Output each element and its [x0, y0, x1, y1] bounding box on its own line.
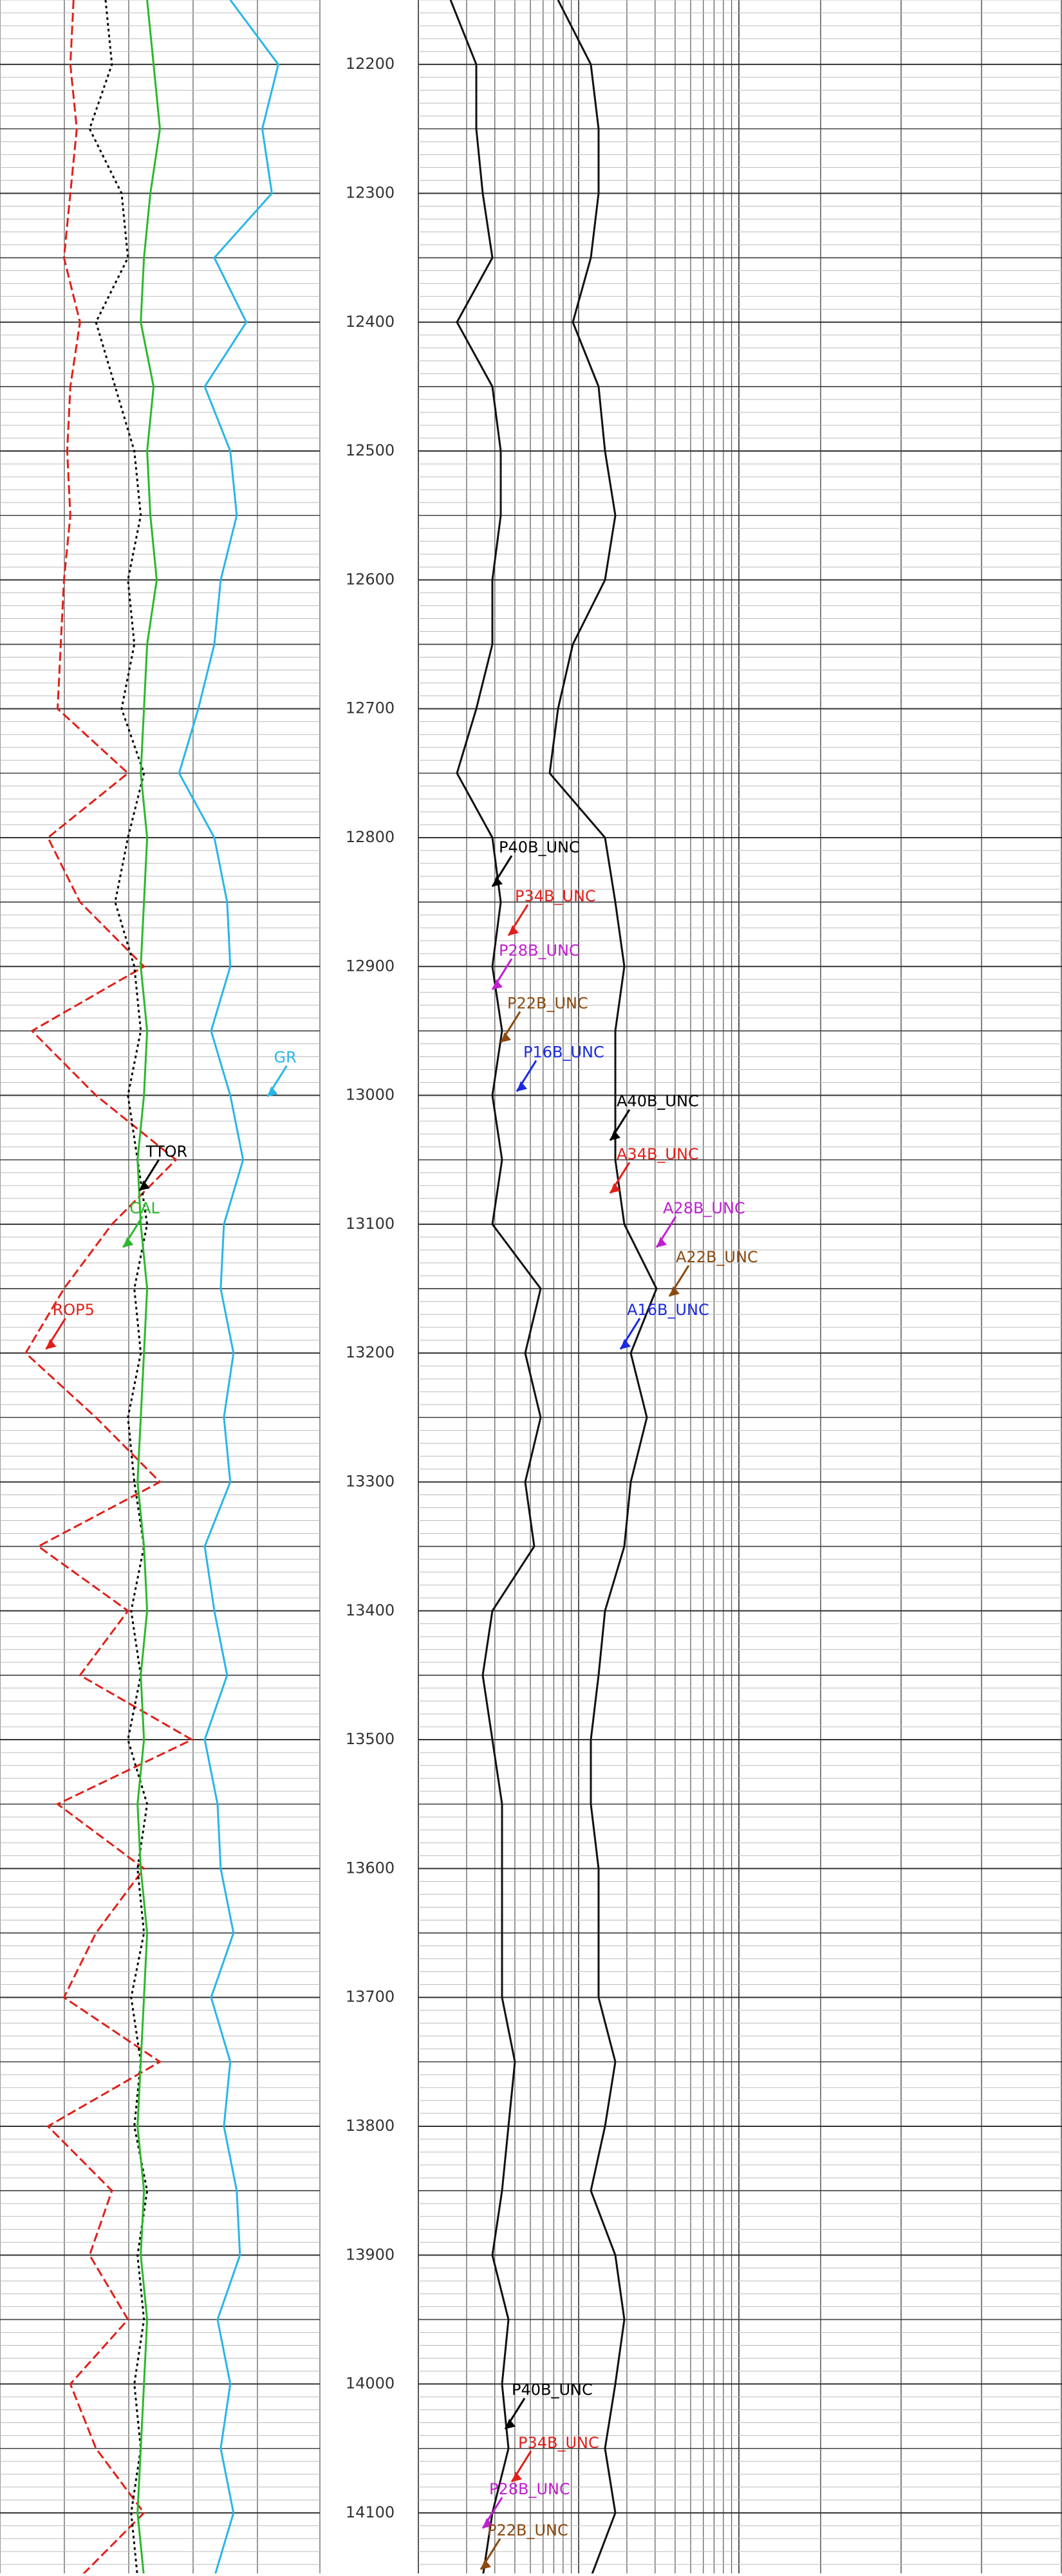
depth-label: 13400	[346, 1601, 395, 1619]
depth-label: 12200	[346, 55, 395, 73]
annotation-label: GR	[274, 1049, 296, 1067]
arrow-head	[483, 2517, 493, 2528]
depth-label: 12500	[346, 441, 395, 459]
annotation-label: P40B_UNC	[512, 2381, 593, 2399]
log-curve	[178, 0, 280, 2576]
annotation-label: TTOR	[145, 1143, 187, 1161]
arrow-head	[508, 925, 519, 936]
log-curve	[136, 0, 162, 2576]
annotation-label: A34B_UNC	[617, 1145, 699, 1163]
depth-label: 12900	[346, 957, 395, 975]
depth-label: 13900	[346, 2245, 395, 2263]
arrow-head	[505, 2418, 516, 2429]
arrow-head	[501, 1032, 511, 1043]
annotation-label: P22B_UNC	[487, 2521, 568, 2539]
annotation-label: P28B_UNC	[499, 941, 580, 959]
log-curve	[88, 0, 149, 2576]
arrow-head	[657, 1237, 667, 1247]
annotation-label: P40B_UNC	[499, 838, 580, 856]
arrow-head	[610, 1130, 620, 1141]
arrow-head	[267, 1086, 278, 1097]
depth-label: 14000	[346, 2375, 395, 2393]
arrow-head	[46, 1339, 57, 1350]
depth-label: 13000	[346, 1086, 395, 1104]
depth-label: 14100	[346, 2503, 395, 2521]
annotation-label: P22B_UNC	[507, 994, 588, 1012]
arrow-head	[620, 1339, 631, 1350]
arrow-head	[517, 1081, 527, 1092]
annotation-label: P16B_UNC	[523, 1044, 604, 1062]
annotation-label: ROP5	[53, 1301, 95, 1319]
log-curve	[24, 0, 194, 2576]
arrow-head	[123, 1237, 134, 1247]
depth-label: 12400	[346, 313, 395, 331]
arrow-head	[481, 2559, 491, 2570]
depth-label: 13600	[346, 1859, 395, 1877]
depth-label: 13100	[346, 1215, 395, 1233]
arrow-head	[492, 979, 503, 990]
depth-label: 12700	[346, 699, 395, 717]
annotation-label: A16B_UNC	[627, 1301, 709, 1319]
annotation-label: P34B_UNC	[515, 887, 596, 905]
arrow-head	[669, 1286, 680, 1297]
depth-label: 12800	[346, 828, 395, 846]
log-curve	[449, 0, 542, 2576]
depth-label: 13300	[346, 1472, 395, 1490]
annotation-label: CAL	[129, 1199, 160, 1217]
depth-label: 13200	[346, 1343, 395, 1361]
annotation-label: A22B_UNC	[676, 1248, 758, 1266]
depth-label: 13800	[346, 2117, 395, 2135]
log-curve	[548, 0, 658, 2576]
arrow-head	[610, 1182, 620, 1193]
depth-label: 13500	[346, 1730, 395, 1748]
annotation-label: A40B_UNC	[617, 1092, 699, 1110]
annotation-label: P34B_UNC	[518, 2434, 599, 2452]
arrow-head	[139, 1180, 150, 1191]
arrow-head	[512, 2471, 522, 2482]
arrow-head	[492, 876, 503, 887]
depth-label: 12600	[346, 570, 395, 588]
depth-label: 13700	[346, 1988, 395, 2006]
annotation-label: A28B_UNC	[663, 1199, 745, 1217]
depth-label: 12300	[346, 183, 395, 201]
annotation-label: P28B_UNC	[489, 2480, 570, 2498]
